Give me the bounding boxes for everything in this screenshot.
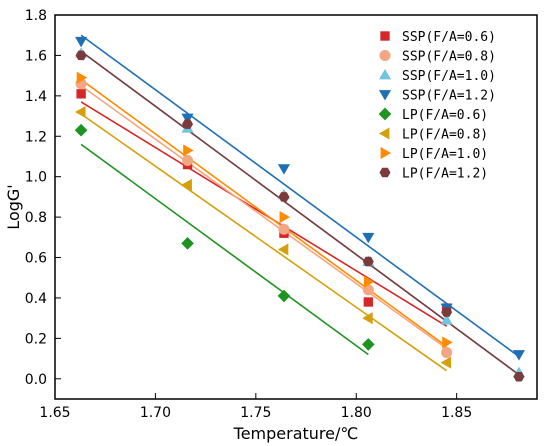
data-point <box>441 307 453 317</box>
fit-line <box>80 79 448 348</box>
plot-frame <box>54 14 538 400</box>
data-point <box>74 123 88 137</box>
plot-layer <box>74 34 525 382</box>
data-point <box>440 314 453 325</box>
legend-label: LP(F/A=1.2) <box>402 167 488 182</box>
fit-line <box>80 113 448 372</box>
fit-line <box>80 143 369 356</box>
data-point <box>361 338 375 351</box>
data-point <box>181 237 194 250</box>
y-tick-label: 0.6 <box>25 251 47 267</box>
y-tick-label: 0.8 <box>25 210 47 226</box>
y-tick-label: 1.8 <box>25 8 47 24</box>
legend-marker <box>380 146 392 160</box>
y-tick-label: 1.2 <box>25 129 47 145</box>
y-tick-label: 0.0 <box>25 372 47 388</box>
y-tick-label: 0.4 <box>25 291 47 307</box>
legend-marker <box>378 127 390 140</box>
legend-label: LP(F/A=1.0) <box>402 147 488 162</box>
data-point <box>76 71 88 84</box>
legend-label: SSP(F/A=1.0) <box>402 69 496 84</box>
legend-label: LP(F/A=0.8) <box>402 128 488 143</box>
data-point <box>278 192 290 202</box>
data-point <box>363 297 373 307</box>
fit-line <box>80 101 448 327</box>
data-point <box>182 155 194 167</box>
fit-line <box>80 34 520 358</box>
x-tick-label: 1.70 <box>140 405 171 421</box>
legend-marker <box>379 50 391 61</box>
data-point <box>362 284 374 296</box>
legend-marker <box>378 68 392 80</box>
fit-line <box>80 85 448 350</box>
legend-marker <box>380 31 390 41</box>
data-point <box>75 105 86 119</box>
data-point <box>183 144 194 157</box>
y-tick-label: 0.2 <box>25 331 47 347</box>
axis-layer: 1.65 1.70 1.75 1.80 1.85 0.0 0.2 0.4 0.6 0.8 1.0 1.… <box>25 8 473 421</box>
data-point <box>362 232 375 244</box>
x-tick-label: 1.75 <box>240 405 271 421</box>
y-axis-title: LogG' <box>4 184 23 229</box>
legend-label: SSP(F/A=1.2) <box>402 89 496 104</box>
legend-label: LP(F/A=0.6) <box>402 108 488 123</box>
legend-marker <box>378 107 392 121</box>
legend-marker <box>378 90 392 101</box>
data-point <box>277 289 291 303</box>
data-point <box>279 211 290 224</box>
x-axis-title: Temperature/℃ <box>233 424 359 443</box>
data-point <box>278 223 290 235</box>
data-point <box>512 350 525 361</box>
data-point <box>441 347 453 359</box>
data-point <box>75 50 87 61</box>
data-point <box>363 275 375 288</box>
y-tick-label: 1.6 <box>25 48 47 64</box>
data-point <box>362 256 374 267</box>
data-point <box>182 119 194 129</box>
data-point <box>181 178 192 191</box>
legend-label: SSP(F/A=0.8) <box>402 50 496 65</box>
data-point <box>513 372 525 382</box>
legend-label: SSP(F/A=0.6) <box>402 30 496 45</box>
x-tick-label: 1.85 <box>441 405 472 421</box>
y-tick-label: 1.4 <box>25 89 47 105</box>
y-tick-label: 1.0 <box>25 170 47 186</box>
data-point <box>277 243 289 256</box>
data-point <box>442 336 453 349</box>
x-tick-label: 1.65 <box>39 405 70 421</box>
legend: SSP(F/A=0.6) SSP(F/A=0.8) SSP(F/A=1.0) SSP(… <box>378 30 496 182</box>
data-point <box>362 312 373 325</box>
data-point <box>440 356 452 369</box>
legend-marker <box>379 167 391 178</box>
data-point <box>181 113 194 125</box>
data-point <box>277 164 290 175</box>
data-point <box>75 36 88 48</box>
data-point <box>76 89 86 99</box>
x-tick-label: 1.80 <box>341 405 372 421</box>
